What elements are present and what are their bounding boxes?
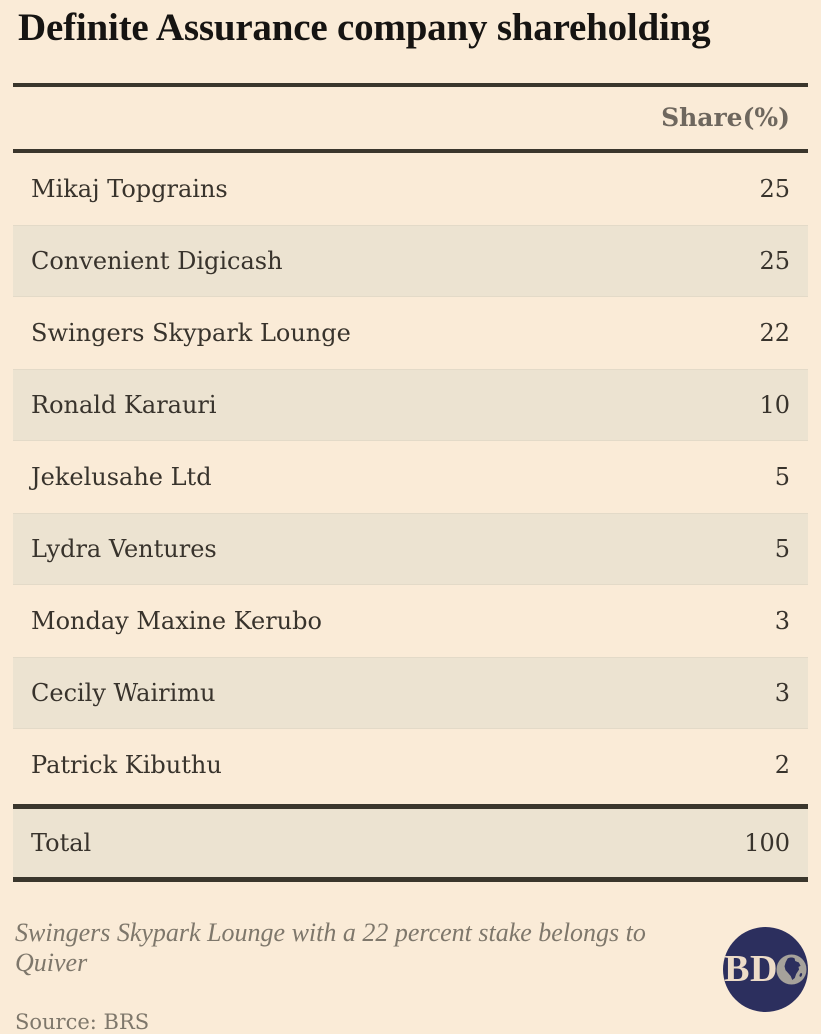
- table-row: Swingers Skypark Lounge 22: [13, 297, 808, 369]
- shareholder-name: Lydra Ventures: [31, 534, 217, 563]
- table-row: Patrick Kibuthu 2: [13, 729, 808, 801]
- share-value: 2: [774, 750, 790, 779]
- shareholder-name: Patrick Kibuthu: [31, 750, 222, 779]
- table-header-row: Share(%): [13, 87, 808, 149]
- footer: Swingers Skypark Lounge with a 22 percen…: [13, 918, 808, 1034]
- share-value: 3: [774, 606, 790, 635]
- table-row: Convenient Digicash 25: [13, 224, 808, 297]
- share-value: 3: [774, 678, 790, 707]
- table-container: Share(%) Mikaj Topgrains 25 Convenient D…: [13, 82, 808, 882]
- footer-text-block: Swingers Skypark Lounge with a 22 percen…: [13, 918, 723, 1034]
- divider-total-bottom: [13, 876, 808, 882]
- divider-total-top: [13, 803, 808, 809]
- total-label: Total: [31, 828, 92, 857]
- bd-logo-text: BD: [724, 948, 778, 991]
- table-row: Lydra Ventures 5: [13, 512, 808, 585]
- table-row: Monday Maxine Kerubo 3: [13, 585, 808, 657]
- shareholder-name: Swingers Skypark Lounge: [31, 318, 351, 347]
- divider-top: [13, 82, 808, 87]
- share-value: 5: [774, 462, 790, 491]
- share-value: 25: [759, 174, 790, 203]
- share-value: 5: [774, 534, 790, 563]
- divider-header: [13, 148, 808, 153]
- table-row: Mikaj Topgrains 25: [13, 153, 808, 225]
- chart-annotation: Swingers Skypark Lounge with a 22 percen…: [15, 917, 646, 977]
- share-value: 25: [759, 246, 790, 275]
- shareholder-name: Convenient Digicash: [31, 246, 283, 275]
- bd-logo: BD: [723, 926, 808, 1012]
- shareholder-name: Mikaj Topgrains: [31, 174, 228, 203]
- total-value: 100: [744, 828, 790, 857]
- source-label: Source: BRS: [15, 1010, 150, 1034]
- shareholder-name: Cecily Wairimu: [31, 678, 216, 707]
- shareholder-name: Monday Maxine Kerubo: [31, 606, 322, 635]
- shareholder-name: Ronald Karauri: [31, 390, 217, 419]
- share-value: 10: [759, 390, 790, 419]
- share-value: 22: [759, 318, 790, 347]
- shareholder-name: Jekelusahe Ltd: [31, 462, 212, 491]
- table-row: Ronald Karauri 10: [13, 368, 808, 441]
- africa-globe-icon: [776, 954, 807, 985]
- share-column-header: Share(%): [661, 103, 790, 133]
- total-row: Total 100: [13, 808, 808, 877]
- chart-title: Definite Assurance company shareholding: [18, 6, 711, 49]
- table-row: Cecily Wairimu 3: [13, 656, 808, 729]
- table-row: Jekelusahe Ltd 5: [13, 441, 808, 513]
